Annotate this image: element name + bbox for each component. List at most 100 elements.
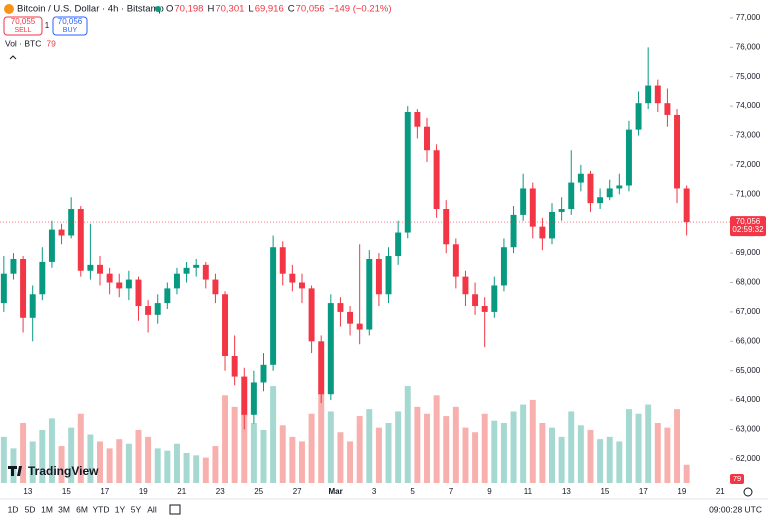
- candle-body: [20, 258, 27, 318]
- range-button[interactable]: All: [147, 504, 157, 514]
- countdown: 02:59:32: [732, 225, 764, 234]
- volume-bar: [577, 425, 584, 483]
- candle-body: [250, 382, 257, 415]
- candle-body: [106, 273, 113, 283]
- candle-body: [645, 85, 652, 104]
- volume-bar: [212, 446, 219, 483]
- candle-body: [462, 276, 469, 295]
- volume-bar: [68, 427, 75, 483]
- candle-body: [491, 285, 498, 312]
- candle-body: [68, 209, 75, 236]
- ohlc-value: 70,056: [296, 4, 325, 15]
- candle-body: [654, 85, 661, 104]
- volume-tag-label: 79: [733, 474, 741, 483]
- range-button[interactable]: 5Y: [131, 504, 142, 514]
- volume-bar: [193, 455, 200, 483]
- volume-bar: [308, 413, 315, 483]
- candle-body: [539, 226, 546, 239]
- candle-body: [58, 229, 65, 236]
- candle-body: [231, 356, 238, 377]
- last-price-label: 70,056: [736, 217, 761, 226]
- y-tick-label: 63,000: [736, 425, 761, 434]
- candle-body: [116, 282, 123, 289]
- candle-body: [452, 244, 459, 277]
- volume-bar: [654, 423, 661, 483]
- volume-bar: [472, 432, 479, 483]
- volume-bar: [424, 413, 430, 483]
- coin-icon: [4, 4, 14, 14]
- x-tick-label: 11: [524, 487, 533, 496]
- volume-bar: [664, 427, 671, 483]
- candle-body: [606, 188, 613, 198]
- volume-bar: [635, 413, 642, 483]
- volume-bar: [125, 443, 132, 483]
- volume-bar: [39, 429, 46, 483]
- buy-button[interactable]: [52, 16, 88, 36]
- sell-button[interactable]: [3, 16, 43, 36]
- candle-body: [337, 303, 344, 312]
- y-tick-label: 66,000: [736, 336, 761, 345]
- candle-body: [308, 288, 315, 342]
- volume-bar: [347, 441, 354, 483]
- candle-body: [173, 273, 180, 289]
- candle-body: [0, 273, 7, 304]
- volume-bar: [500, 423, 507, 483]
- volume-bar: [606, 436, 613, 483]
- volume-bar: [154, 448, 161, 483]
- y-tick-label: 62,000: [736, 454, 761, 463]
- volume-bar: [568, 411, 575, 483]
- volume-value: 79: [46, 38, 56, 48]
- logo: TradingView: [28, 464, 99, 478]
- candle-body: [202, 264, 209, 280]
- symbol[interactable]: Bitcoin / U.S. Dollar · 4h · Bitstamp: [17, 4, 164, 15]
- range-button[interactable]: 3M: [58, 504, 70, 514]
- volume-bar: [625, 409, 632, 483]
- candle-body: [289, 273, 296, 283]
- candle-body: [433, 150, 440, 210]
- volume-bar: [145, 436, 152, 483]
- range-button[interactable]: 6M: [76, 504, 88, 514]
- range-button[interactable]: YTD: [93, 504, 110, 514]
- date-range-icon[interactable]: [169, 504, 181, 515]
- volume-bar: [87, 434, 94, 483]
- ohlc-key: L: [248, 4, 253, 15]
- candle-body: [87, 264, 94, 271]
- volume-bar: [173, 443, 180, 483]
- volume-bar: [250, 423, 257, 483]
- candle-body: [674, 114, 681, 189]
- volume-bar: [433, 395, 440, 483]
- range-button[interactable]: 5D: [25, 504, 36, 514]
- volume-bar: [539, 423, 546, 483]
- volume-bar: [375, 427, 382, 483]
- settings-icon[interactable]: [743, 487, 753, 497]
- volume-bar: [558, 436, 565, 483]
- candle-body: [481, 306, 488, 312]
- candle-body: [10, 258, 17, 274]
- x-tick-label: 19: [677, 487, 686, 496]
- y-tick-label: 69,000: [736, 248, 761, 257]
- collapse-button[interactable]: [9, 55, 17, 60]
- x-tick-label: 17: [100, 487, 109, 496]
- candle-body: [683, 188, 690, 223]
- x-tick-label: Mar: [329, 487, 343, 496]
- candle-body: [404, 112, 411, 233]
- volume-bar: [58, 446, 65, 483]
- candle-body: [356, 323, 363, 330]
- range-button[interactable]: 1D: [8, 504, 19, 514]
- y-tick-label: 67,000: [736, 307, 761, 316]
- y-tick-label: 64,000: [736, 395, 761, 404]
- range-button[interactable]: 1Y: [115, 504, 126, 514]
- volume-bar: [529, 399, 536, 483]
- ohlc-key: H: [207, 4, 214, 15]
- volume-bar: [164, 450, 171, 483]
- candle-body: [558, 209, 565, 212]
- ohlc-value: 69,916: [255, 4, 284, 15]
- volume-tag: [730, 474, 744, 484]
- x-tick-label: 21: [716, 487, 725, 496]
- volume-bar: [404, 386, 411, 483]
- x-tick-label: 21: [177, 487, 186, 496]
- volume-bar: [327, 411, 334, 483]
- range-button[interactable]: 1M: [41, 504, 53, 514]
- y-tick-label: 77,000: [736, 13, 761, 22]
- x-tick-label: 7: [449, 487, 454, 496]
